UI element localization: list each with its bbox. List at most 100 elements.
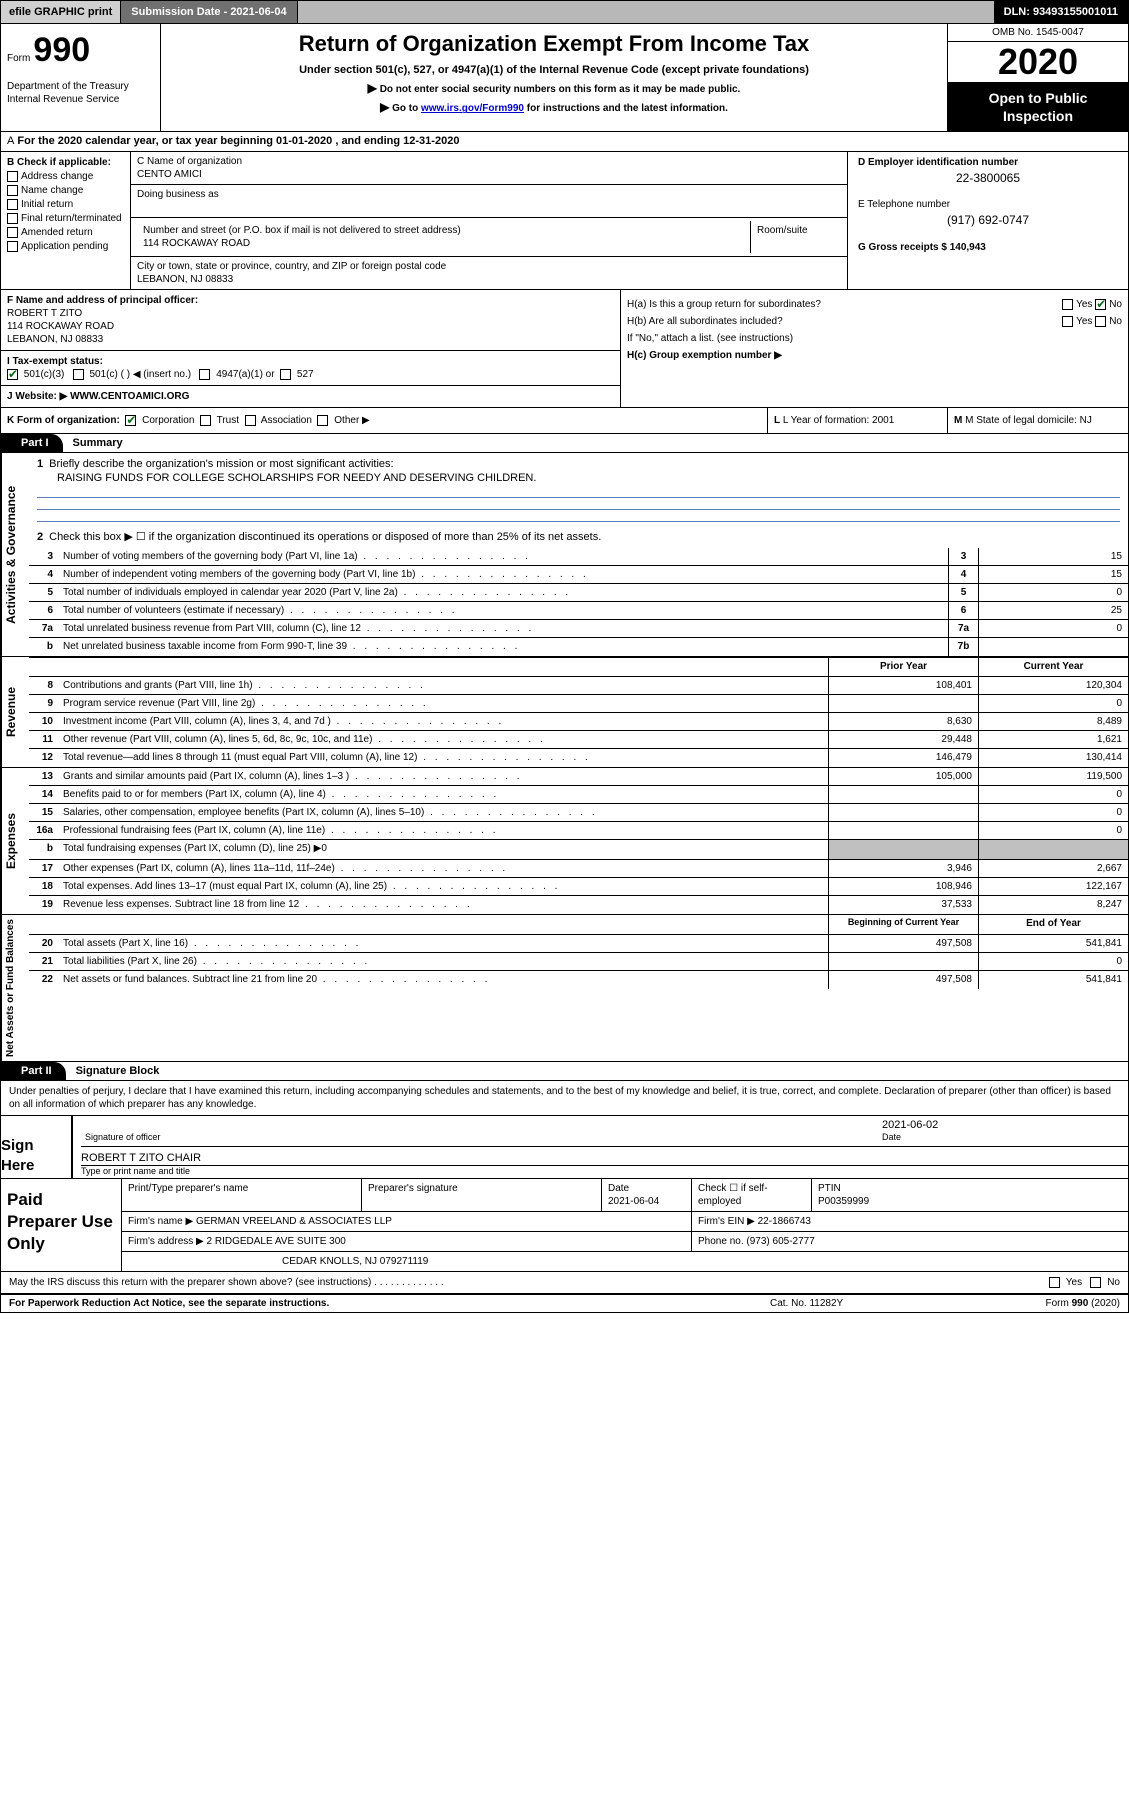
exp2-num: 17 (29, 860, 59, 877)
exp-num: 14 (29, 786, 59, 803)
gov-code: 6 (948, 602, 978, 619)
chk-discuss-yes[interactable] (1049, 1277, 1060, 1288)
part2-tab: Part II (1, 1062, 66, 1080)
rev-desc: Investment income (Part VIII, column (A)… (59, 713, 828, 730)
topbar-spacer (298, 1, 994, 23)
rev-curr: 1,621 (978, 731, 1128, 748)
hdr-end: End of Year (978, 915, 1128, 934)
chk-hb-yes[interactable] (1062, 316, 1073, 327)
website-value: WWW.CENTOAMICI.ORG (70, 391, 189, 402)
gov-desc: Number of independent voting members of … (59, 566, 948, 583)
firm-name-v: GERMAN VREELAND & ASSOCIATES LLP (196, 1216, 392, 1227)
chk-name-change[interactable] (7, 185, 18, 196)
exp-desc: Grants and similar amounts paid (Part IX… (59, 768, 828, 785)
opt-address-change: Address change (21, 171, 93, 182)
opt-corp: Corporation (142, 415, 194, 426)
rev-desc: Contributions and grants (Part VIII, lin… (59, 677, 828, 694)
row-b-desc: Total fundraising expenses (Part IX, col… (59, 840, 828, 859)
footer-right: Form 990 (2020) (1046, 1298, 1120, 1309)
gov-num: 6 (29, 602, 59, 619)
chk-501c3[interactable] (7, 369, 18, 380)
chk-trust[interactable] (200, 415, 211, 426)
exp-curr: 0 (978, 804, 1128, 821)
city-label: City or town, state or province, country… (137, 260, 841, 273)
rev-desc: Program service revenue (Part VIII, line… (59, 695, 828, 712)
form990-link[interactable]: www.irs.gov/Form990 (421, 103, 524, 114)
gov-desc: Total number of individuals employed in … (59, 584, 948, 601)
sig-officer-label: Signature of officer (85, 1132, 874, 1144)
opt-trust: Trust (217, 415, 239, 426)
prep-h3-l: Date (608, 1183, 629, 1194)
exp2-prior: 108,946 (828, 878, 978, 895)
gov-desc: Total unrelated business revenue from Pa… (59, 620, 948, 637)
chk-527[interactable] (280, 369, 291, 380)
opt-501c3: 501(c)(3) (24, 369, 65, 380)
chk-address-change[interactable] (7, 171, 18, 182)
directive-2-pre: Go to (392, 103, 421, 114)
chk-4947[interactable] (199, 369, 210, 380)
exp2-desc: Revenue less expenses. Subtract line 18 … (59, 896, 828, 914)
ha-yes: Yes (1076, 298, 1092, 311)
q1-text: Briefly describe the organization's miss… (49, 458, 393, 470)
dln-label: DLN: 93493155001011 (994, 1, 1128, 23)
discuss-no: No (1107, 1277, 1120, 1288)
phone-l: Phone no. (698, 1236, 744, 1247)
rev-num: 12 (29, 749, 59, 767)
exp-desc: Salaries, other compensation, employee b… (59, 804, 828, 821)
side-governance: Activities & Governance (1, 453, 29, 656)
chk-corp[interactable] (125, 415, 136, 426)
hc-label: H(c) Group exemption number ▶ (627, 349, 782, 362)
chk-discuss-no[interactable] (1090, 1277, 1101, 1288)
exp-curr: 119,500 (978, 768, 1128, 785)
opt-name-change: Name change (21, 185, 83, 196)
officer-addr1: 114 ROCKAWAY ROAD (7, 320, 614, 333)
dba-label: Doing business as (137, 188, 841, 201)
gov-val (978, 638, 1128, 656)
chk-final-return[interactable] (7, 213, 18, 224)
exp2-num: 18 (29, 878, 59, 895)
gov-code: 3 (948, 548, 978, 565)
net-curr: 0 (978, 953, 1128, 970)
chk-other[interactable] (317, 415, 328, 426)
ein-label: D Employer identification number (858, 156, 1118, 169)
efile-print-button[interactable]: efile GRAPHIC print (1, 1, 121, 23)
sig-name-label: Type or print name and title (81, 1165, 1128, 1178)
rev-prior: 108,401 (828, 677, 978, 694)
gov-num: 3 (29, 548, 59, 565)
gov-desc: Net unrelated business taxable income fr… (59, 638, 948, 656)
net-num: 20 (29, 935, 59, 952)
firm-addr-l: Firm's address ▶ (128, 1236, 204, 1247)
org-name-value: CENTO AMICI (137, 168, 841, 181)
exp2-curr: 8,247 (978, 896, 1128, 914)
rev-desc: Other revenue (Part VIII, column (A), li… (59, 731, 828, 748)
k-label: K Form of organization: (7, 415, 120, 426)
chk-application-pending[interactable] (7, 241, 18, 252)
net-prior: 497,508 (828, 935, 978, 952)
net-prior: 497,508 (828, 971, 978, 989)
net-desc: Total assets (Part X, line 16) (59, 935, 828, 952)
omb-number: OMB No. 1545-0047 (948, 24, 1128, 42)
ha-label: H(a) Is this a group return for subordin… (627, 298, 1062, 311)
gov-num: 4 (29, 566, 59, 583)
exp2-desc: Other expenses (Part IX, column (A), lin… (59, 860, 828, 877)
chk-assoc[interactable] (245, 415, 256, 426)
chk-hb-no[interactable] (1095, 316, 1106, 327)
chk-initial-return[interactable] (7, 199, 18, 210)
ha-no: No (1109, 298, 1122, 311)
rev-desc: Total revenue—add lines 8 through 11 (mu… (59, 749, 828, 767)
gov-code: 7b (948, 638, 978, 656)
side-expenses: Expenses (1, 768, 29, 914)
room-label: Room/suite (751, 221, 841, 253)
period-text: For the 2020 calendar year, or tax year … (17, 135, 459, 147)
chk-amended[interactable] (7, 227, 18, 238)
prep-side-label: Paid Preparer Use Only (7, 1189, 115, 1255)
chk-ha-yes[interactable] (1062, 299, 1073, 310)
tax-exempt-label: I Tax-exempt status: (7, 356, 103, 367)
chk-501c[interactable] (73, 369, 84, 380)
prep-h4: Check ☐ if self-employed (691, 1179, 811, 1211)
net-desc: Net assets or fund balances. Subtract li… (59, 971, 828, 989)
opt-initial-return: Initial return (21, 199, 73, 210)
chk-ha-no[interactable] (1095, 299, 1106, 310)
street-value: 114 ROCKAWAY ROAD (143, 237, 744, 250)
exp-curr: 0 (978, 822, 1128, 839)
